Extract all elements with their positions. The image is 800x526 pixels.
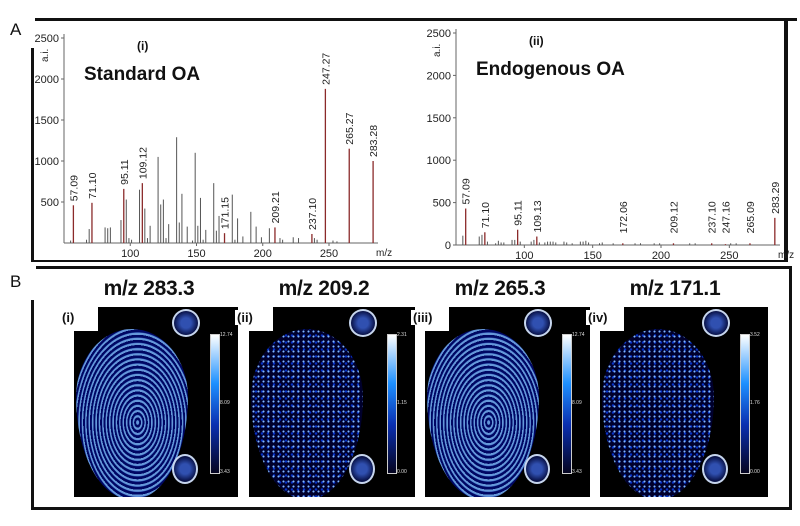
frame-a-left [31, 48, 34, 262]
x-tick-label: 250 [320, 248, 338, 260]
calibration-spot [524, 309, 552, 337]
image-sublabel: (iii) [411, 310, 435, 325]
y-tick-label: 0 [445, 240, 451, 252]
label-notch [74, 307, 98, 331]
spectrum-title: Standard OA [84, 64, 200, 85]
x-tick-label: 200 [254, 248, 272, 260]
peak-label: 171.15 [220, 197, 232, 229]
y-axis-label: a.i. [432, 44, 443, 57]
calibration-spot [702, 454, 728, 484]
peak-label: 71.10 [87, 172, 99, 198]
y-tick-label: 2500 [35, 33, 59, 45]
peak-label: 265.09 [745, 201, 757, 233]
frame-b-bottom [31, 507, 792, 510]
colorbar [562, 334, 572, 474]
calibration-spot [702, 309, 730, 337]
peak-label: 109.13 [532, 200, 544, 232]
colorbar-min: 3.43 [572, 469, 582, 475]
x-tick-label: 250 [720, 250, 738, 262]
colorbar-max: 3.52 [750, 332, 760, 338]
panel-sublabel: (i) [137, 39, 148, 53]
image-title: m/z 283.3 [103, 277, 195, 300]
peak-label: 109.12 [137, 147, 149, 179]
y-tick-label: 2500 [427, 28, 451, 40]
calibration-spot [349, 309, 377, 337]
spectrum-standard-oa: 500 1000 1500 2000 2500 100 150 200 250 m/z a.i. (i… [35, 33, 393, 260]
peak-label: 95.11 [119, 159, 131, 185]
peak-label: 95.11 [513, 200, 525, 226]
y-tick-label: 1000 [35, 156, 59, 168]
peak-label: 71.10 [480, 202, 492, 228]
y-tick-label: 500 [433, 198, 451, 210]
calibration-spot [172, 309, 200, 337]
image-sublabel: (i) [60, 310, 77, 325]
peak-label: 283.29 [770, 182, 782, 214]
calibration-spot [349, 454, 375, 484]
colorbar [210, 334, 220, 474]
peak-label: 172.06 [618, 201, 630, 233]
colorbar-max: 12.74 [220, 332, 233, 338]
calibration-spot [524, 454, 550, 484]
frame-b-top [36, 266, 792, 269]
peak-label: 237.10 [707, 201, 719, 233]
image-title: m/z 209.2 [278, 277, 370, 300]
y-tick-label: 2000 [35, 74, 59, 86]
peak-label: 247.16 [720, 201, 732, 233]
ion-image [600, 307, 768, 497]
colorbar [387, 334, 397, 474]
panel-label-b: B [10, 272, 22, 291]
frame-b-left [31, 300, 34, 510]
colorbar-mid: 8.09 [572, 400, 582, 406]
fingerprint-image [76, 329, 188, 497]
peak-label: 57.09 [68, 175, 80, 201]
colorbar-max: 2.31 [397, 332, 407, 338]
peak-label: 209.12 [668, 201, 680, 233]
peak-label: 265.27 [344, 112, 356, 144]
calibration-spot [172, 454, 198, 484]
x-axis-label: m/z [778, 250, 794, 261]
y-tick-label: 500 [41, 197, 59, 209]
peak-label: 209.21 [270, 191, 282, 223]
y-tick-label: 1500 [35, 115, 59, 127]
colorbar-mid: 8.09 [220, 400, 230, 406]
y-tick-label: 1000 [427, 155, 451, 167]
x-tick-label: 100 [515, 250, 533, 262]
fingerprint-image [602, 329, 714, 497]
image-sublabel: (ii) [235, 310, 255, 325]
frame-b-right [789, 266, 792, 510]
y-tick-label: 1500 [427, 113, 451, 125]
peak-label: 283.28 [368, 125, 380, 157]
y-axis-label: a.i. [40, 49, 51, 62]
x-tick-label: 200 [652, 250, 670, 262]
frame-a-right [784, 18, 788, 262]
fingerprint-image [251, 329, 363, 497]
colorbar [740, 334, 750, 474]
image-sublabel: (iv) [586, 310, 610, 325]
panel-label-a: A [10, 20, 22, 39]
colorbar-max: 12.74 [572, 332, 585, 338]
y-tick-label: 2000 [427, 70, 451, 82]
fingerprint-image [427, 329, 539, 497]
image-title: m/z 265.3 [454, 277, 546, 300]
peak-label: 237.10 [307, 198, 319, 230]
frame-a-top [35, 18, 797, 21]
colorbar-min: 3.43 [220, 469, 230, 475]
peak-label: 57.09 [461, 178, 473, 204]
panel-sublabel: (ii) [529, 34, 544, 48]
x-tick-label: 150 [583, 250, 601, 262]
frame-a-bottom [31, 260, 788, 262]
spectrum-endogenous-oa: 0 500 1000 1500 2000 2500 100 150 200 250 m/z a.i. (… [427, 28, 795, 262]
colorbar-mid: 1.15 [397, 400, 407, 406]
peak-label: 247.27 [320, 53, 332, 85]
spectrum-title: Endogenous OA [476, 59, 625, 80]
colorbar-min: 0.00 [750, 469, 760, 475]
image-title: m/z 171.1 [629, 277, 721, 300]
x-tick-label: 100 [121, 248, 139, 260]
colorbar-min: 0.00 [397, 469, 407, 475]
colorbar-mid: 1.76 [750, 400, 760, 406]
x-axis-label: m/z [376, 248, 392, 259]
x-tick-label: 150 [187, 248, 205, 260]
